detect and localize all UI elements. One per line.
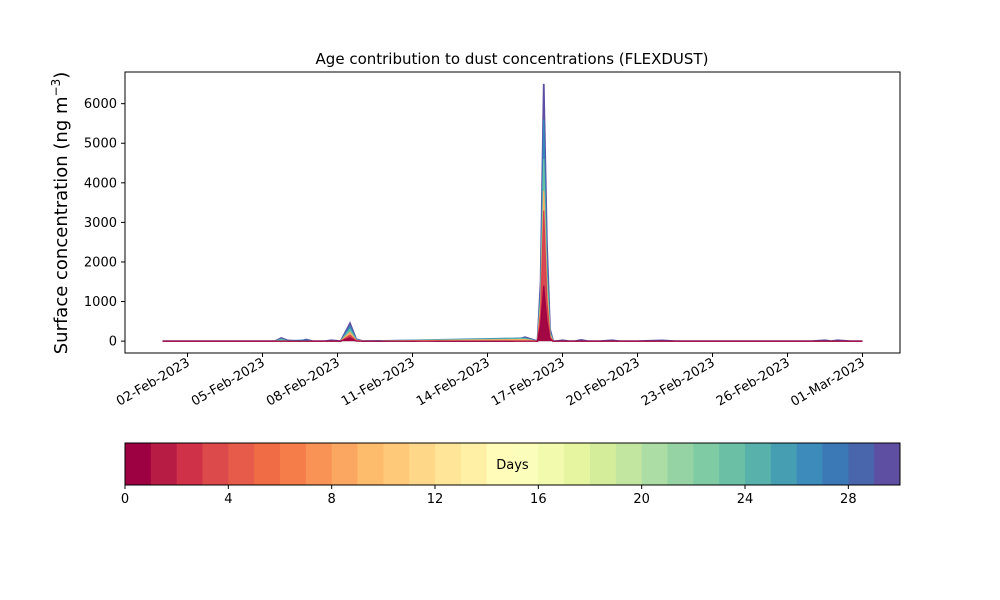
colorbar-swatch [641, 443, 668, 485]
colorbar-swatch [435, 443, 462, 485]
x-tick-label: 26-Feb-2023 [714, 355, 793, 409]
colorbar-swatch [538, 443, 565, 485]
x-tick-label: 08-Feb-2023 [264, 355, 343, 409]
colorbar-swatch [125, 443, 152, 485]
colorbar-swatch [590, 443, 617, 485]
colorbar-swatch [228, 443, 255, 485]
colorbar-tick-label: 28 [840, 492, 857, 507]
colorbar-tick-label: 4 [224, 492, 232, 507]
y-axis-label: Surface concentration (ng m−3) [49, 72, 72, 355]
colorbar-swatch [305, 443, 333, 485]
colorbar-tick-label: 0 [121, 492, 129, 507]
y-tick-label: 3000 [84, 216, 117, 231]
series-line-1 [162, 119, 863, 342]
series-area-4 [162, 210, 863, 342]
series-area-0 [162, 83, 863, 342]
plot-frame [124, 71, 901, 354]
colorbar-frame [124, 442, 901, 486]
colorbar: 0 4 8 12 16 20 24 28 Days [121, 442, 901, 507]
colorbar-swatch [383, 443, 410, 485]
x-tick-label: 17-Feb-2023 [489, 355, 568, 409]
series-line-5 [162, 285, 863, 342]
series-line-0 [162, 83, 863, 343]
y-tick-label: 5000 [84, 137, 117, 152]
colorbar-swatch [202, 443, 229, 485]
colorbar-swatch [280, 443, 307, 485]
colorbar-swatch [564, 443, 591, 485]
colorbar-swatch [822, 443, 849, 485]
colorbar-swatch [254, 443, 281, 485]
colorbar-tick-label: 16 [530, 492, 547, 507]
y-tick-label: 2000 [84, 255, 117, 270]
colorbar-tick-label: 8 [328, 492, 336, 507]
colorbar-swatch [150, 443, 178, 485]
colorbar-swatch [460, 443, 488, 485]
series-area-5 [162, 285, 863, 342]
series-area-3 [162, 190, 863, 342]
x-tick-label: 01-Mar-2023 [788, 355, 867, 409]
colorbar-swatch [486, 443, 513, 485]
colorbar-tick-label: 24 [737, 492, 754, 507]
colorbar-swatch [745, 443, 772, 485]
colorbar-swatch [357, 443, 384, 485]
colorbar-swatch [719, 443, 746, 485]
colorbar-swatch [615, 443, 643, 485]
colorbar-swatch [693, 443, 720, 485]
colorbar-tick-label: 12 [427, 492, 444, 507]
x-tick-label: 23-Feb-2023 [639, 355, 718, 409]
series-line-3 [162, 190, 863, 342]
plot-area: 0 1000 2000 3000 4000 5000 6000 02-Feb-202305-F… [84, 71, 901, 410]
x-tick-label: 02-Feb-2023 [114, 355, 193, 409]
y-tick-label: 4000 [84, 176, 117, 191]
x-tick-label: 05-Feb-2023 [189, 355, 268, 409]
colorbar-swatch [331, 443, 358, 485]
colorbar-swatch [512, 443, 539, 485]
colorbar-label: Days [496, 458, 529, 473]
series-line-2 [162, 159, 863, 342]
colorbar-tick-label: 20 [633, 492, 650, 507]
x-tick-label: 11-Feb-2023 [339, 355, 418, 409]
colorbar-swatch [796, 443, 823, 485]
y-axis-label-exponent: −3 [49, 79, 63, 97]
x-tick-label: 20-Feb-2023 [564, 355, 643, 409]
colorbar-swatch [874, 443, 901, 485]
y-tick-label: 6000 [84, 97, 117, 112]
series-area-1 [162, 119, 863, 342]
x-tick-label: 14-Feb-2023 [414, 355, 493, 409]
series-area-2 [162, 159, 863, 342]
colorbar-swatch [770, 443, 798, 485]
colorbar-swatch [848, 443, 875, 485]
y-tick-label: 0 [109, 335, 117, 350]
series-line-4 [162, 210, 863, 342]
colorbar-swatch [667, 443, 694, 485]
colorbar-swatch [176, 443, 203, 485]
chart-title: Age contribution to dust concentrations … [316, 50, 709, 68]
y-tick-label: 1000 [84, 295, 117, 310]
colorbar-swatch [409, 443, 436, 485]
